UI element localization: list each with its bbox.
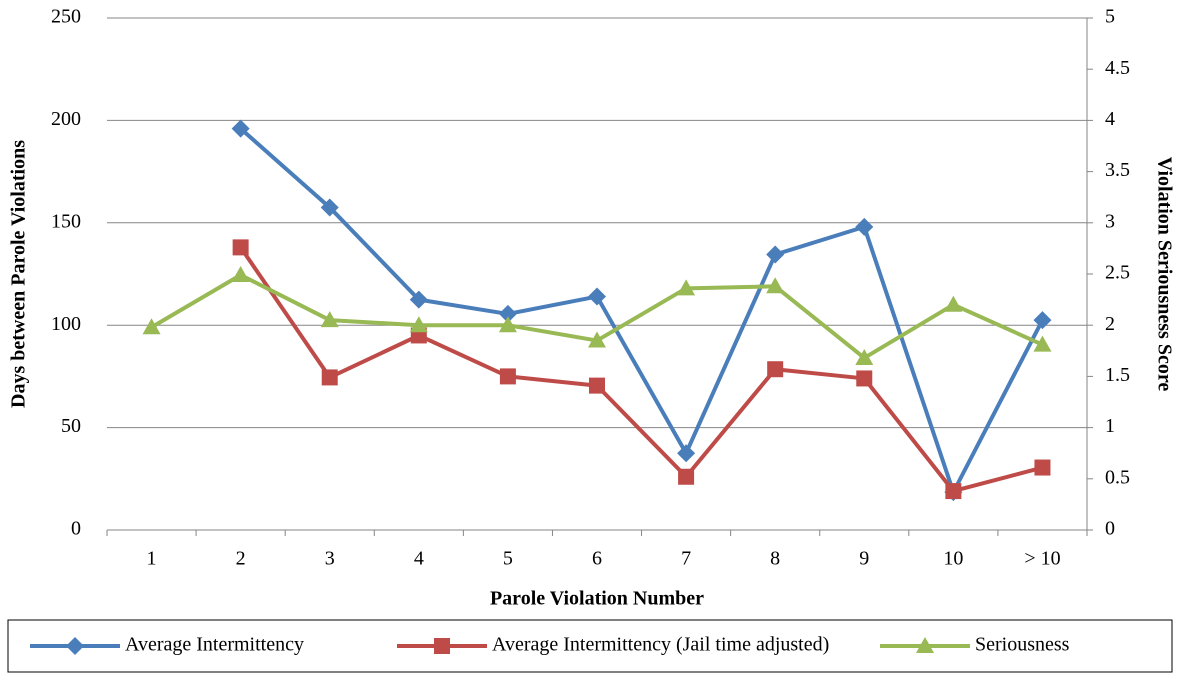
data-point — [231, 119, 250, 138]
y2-tick-label: 3.5 — [1105, 159, 1130, 181]
x-axis-title: Parole Violation Number — [490, 588, 704, 610]
legend-box — [7, 619, 1173, 673]
data-point — [498, 304, 517, 323]
legend-label: Average Intermittency — [125, 634, 304, 656]
y2-tick-label: 2.5 — [1105, 262, 1130, 284]
y2-tick-label: 3 — [1105, 210, 1115, 232]
y-tick-label: 200 — [51, 108, 81, 130]
data-point — [766, 277, 785, 294]
data-point — [767, 361, 784, 378]
y2-tick-label: 1.5 — [1105, 364, 1130, 386]
x-tick-label: 4 — [414, 548, 424, 570]
data-point — [409, 290, 428, 309]
data-point — [142, 318, 161, 335]
legend-label: Average Intermittency (Jail time adjuste… — [492, 634, 829, 656]
y2-tick-label: 0 — [1105, 518, 1115, 540]
x-tick-label: 5 — [503, 548, 513, 570]
data-point — [232, 239, 249, 256]
y-tick-label: 100 — [51, 313, 81, 335]
legend-label: Seriousness — [975, 634, 1070, 656]
legend-marker — [916, 637, 934, 653]
data-point — [1034, 459, 1051, 476]
y-tick-label: 250 — [51, 6, 81, 28]
y2-tick-label: 1 — [1105, 415, 1115, 437]
y2-tick-label: 0.5 — [1105, 466, 1130, 488]
x-tick-label: 8 — [770, 548, 780, 570]
data-point — [1033, 311, 1052, 330]
y-axis-title: Days between Parole Violations — [8, 140, 30, 408]
y-tick-label: 0 — [71, 518, 81, 540]
data-point — [856, 370, 873, 387]
x-tick-label: > 10 — [1024, 548, 1060, 570]
x-tick-label: 9 — [859, 548, 869, 570]
data-point — [1033, 335, 1052, 352]
data-point — [409, 316, 428, 333]
legend-marker — [434, 638, 450, 654]
legend-marker — [66, 637, 84, 655]
data-point — [320, 198, 339, 217]
y2-tick-label: 4.5 — [1105, 57, 1130, 79]
y-tick-label: 50 — [61, 415, 81, 437]
x-tick-label: 3 — [325, 548, 335, 570]
x-tick-label: 7 — [681, 548, 691, 570]
data-point — [945, 483, 962, 500]
data-point — [678, 468, 695, 485]
data-point — [944, 295, 963, 312]
y2-tick-label: 5 — [1105, 6, 1115, 28]
data-point — [231, 266, 250, 283]
data-point — [321, 369, 338, 386]
y2-tick-label: 2 — [1105, 313, 1115, 335]
series-line — [239, 127, 1045, 495]
x-tick-label: 10 — [943, 548, 963, 570]
data-point — [588, 287, 606, 306]
data-point — [589, 377, 605, 394]
data-point — [320, 311, 339, 328]
data-point — [499, 368, 516, 385]
data-point — [677, 279, 696, 296]
x-tick-label: 2 — [236, 548, 246, 570]
data-point — [677, 444, 696, 463]
y-tick-label: 150 — [51, 210, 81, 232]
data-point — [855, 217, 874, 236]
data-point — [588, 331, 606, 348]
data-point — [855, 348, 874, 365]
data-point — [498, 316, 517, 333]
x-tick-label: 6 — [592, 548, 602, 570]
y2-axis-title: Violation Seriousness Score — [1153, 157, 1175, 392]
y2-tick-label: 4 — [1105, 108, 1115, 130]
series-line — [238, 246, 1043, 494]
data-point — [766, 245, 785, 264]
x-tick-label: 1 — [147, 548, 157, 570]
